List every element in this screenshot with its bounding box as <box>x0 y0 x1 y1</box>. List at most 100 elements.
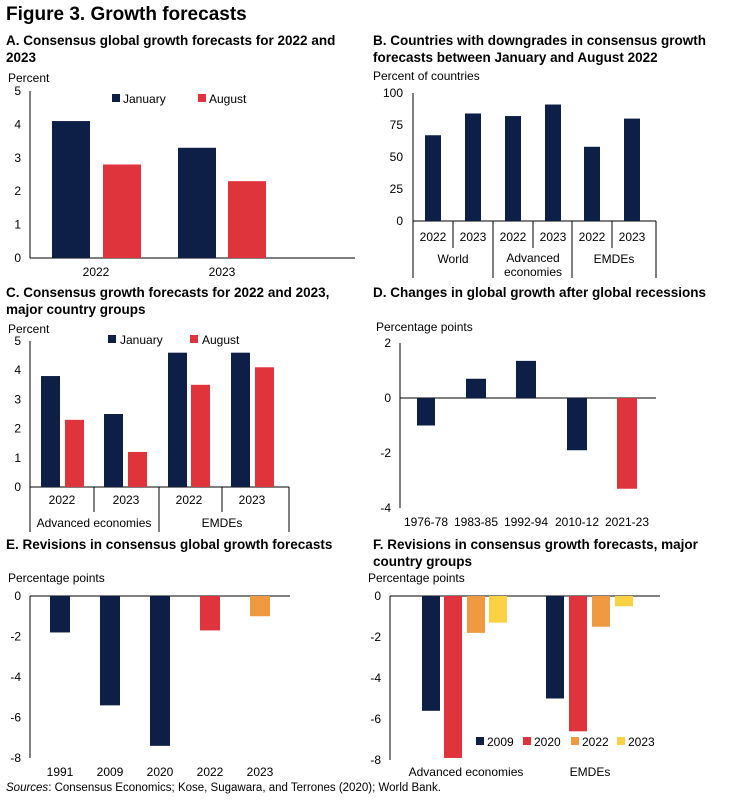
panel-c-bar-january-2 <box>104 414 123 487</box>
panel-c-bar-january-4 <box>231 352 250 487</box>
panel-f-bar-2023-1 <box>489 596 507 623</box>
panel-d-bar-3 <box>516 360 536 398</box>
panel-b-y-tick-label: 0 <box>396 214 403 228</box>
panel-e-bar-5 <box>250 596 270 617</box>
panel-c-y-tick-label: 4 <box>14 363 21 377</box>
panel-a-category-label: 2023 <box>209 265 236 279</box>
panel-e-category-label: 2023 <box>247 765 274 779</box>
panel-a-legend-label-january: January <box>123 92 166 106</box>
panel-c-legend-swatch-august <box>190 335 198 343</box>
panel-a-y-tick-label: 2 <box>14 184 21 198</box>
panel-b-group-label: EMDEs <box>594 252 635 266</box>
panel-a-legend-label-august: August <box>209 92 247 106</box>
panel-b-title: B. Countries with downgrades in consensu… <box>373 33 707 65</box>
panel-a-y-tick-label: 3 <box>14 151 21 165</box>
panel-c-y-tick-label: 1 <box>14 451 21 465</box>
panel-a-y-tick-label: 4 <box>14 117 21 131</box>
panel-a-legend-swatch-january <box>112 94 120 102</box>
panel-c-bar-january-1 <box>41 376 60 487</box>
panel-c-bar-august-3 <box>191 384 210 487</box>
panel-a-bar-august-1 <box>103 164 141 258</box>
panel-b-category-label: 2022 <box>420 230 447 244</box>
panel-e-title: E. Revisions in consensus global growth … <box>6 537 333 552</box>
panel-c-y-label: Percent <box>8 322 50 336</box>
panel-c-category-label: 2023 <box>239 493 266 507</box>
panel-d-category-label: 1992-94 <box>504 515 548 529</box>
panel-f-legend-swatch-2009 <box>476 737 484 745</box>
panel-c-legend-swatch-january <box>108 335 116 343</box>
panel-d-category-label: 2010-12 <box>555 515 599 529</box>
panel-f-legend-swatch-2020 <box>523 737 531 745</box>
panel-d-category-label: 1976-78 <box>404 515 448 529</box>
panel-d-bar-1 <box>417 398 435 426</box>
panel-d-y-tick-label: 0 <box>384 391 391 405</box>
panel-c-y-tick-label: 0 <box>14 480 21 494</box>
panel-b-y-label: Percent of countries <box>373 69 480 83</box>
panel-e-category-label: 2009 <box>97 765 124 779</box>
sources-note: Sources: Consensus Economics; Kose, Suga… <box>6 782 441 794</box>
panel-c-group-label: Advanced economies <box>37 516 152 530</box>
panel-e-y-tick-label: -2 <box>10 630 21 644</box>
panel-c-bar-august-1 <box>65 419 84 487</box>
panel-d-bar-5 <box>617 398 637 489</box>
panel-d-title: D. Changes in global growth after global… <box>373 285 707 300</box>
panel-a-y-label: Percent <box>8 71 50 85</box>
panel-c-bar-august-4 <box>255 367 274 487</box>
panel-f-bar-2022-1 <box>467 596 485 633</box>
panel-c-y-tick-label: 2 <box>14 422 21 436</box>
panel-e-bar-3 <box>150 596 170 746</box>
panel-b-group-label: World <box>437 252 468 266</box>
panel-a-y-tick-label: 1 <box>14 218 21 232</box>
panel-c-title: C. Consensus growth forecasts for 2022 a… <box>6 285 330 317</box>
panel-e-y-label: Percentage points <box>8 571 105 585</box>
panel-f-legend-label-2022: 2022 <box>582 735 609 749</box>
panel-d-bar-2 <box>466 378 486 398</box>
panel-a-category-label: 2022 <box>83 265 110 279</box>
panel-f-y-tick-label: -6 <box>370 712 381 726</box>
panel-e-bar-2 <box>100 596 120 706</box>
panel-e-y-tick-label: -6 <box>10 711 21 725</box>
panel-b-group-label-line1: Advanced <box>506 251 559 265</box>
panel-d-y-label: Percentage points <box>376 320 473 334</box>
panel-d-y-tick-label: -4 <box>380 501 391 515</box>
panel-f-category-label: EMDEs <box>570 765 611 779</box>
panel-f-y-tick-label: -2 <box>370 630 381 644</box>
panel-f-bar-2009-1 <box>422 596 440 711</box>
panel-b-bar-4 <box>545 104 561 221</box>
panel-a-y-tick-label: 5 <box>14 84 21 98</box>
panel-a-bar-january-1 <box>52 121 90 258</box>
panel-a-y-tick-label: 0 <box>14 251 21 265</box>
panel-b-category-label: 2023 <box>619 230 646 244</box>
panel-c-category-label: 2022 <box>49 493 76 507</box>
panel-f-title: F. Revisions in consensus growth forecas… <box>373 537 698 569</box>
panel-f-bar-2009-2 <box>546 596 564 699</box>
panel-a-bar-january-2 <box>178 147 216 258</box>
panel-c-group-label: EMDEs <box>202 516 243 530</box>
panel-b-y-tick-label: 100 <box>383 86 403 100</box>
panel-f-legend-label-2020: 2020 <box>534 735 561 749</box>
panel-f-legend-swatch-2022 <box>571 737 579 745</box>
panel-f-bar-2020-2 <box>569 596 587 732</box>
panel-b-y-tick-label: 25 <box>390 182 404 196</box>
panel-d-y-tick-label: 2 <box>384 336 391 350</box>
panel-b-bar-2 <box>465 113 481 221</box>
panel-b-category-label: 2022 <box>500 230 527 244</box>
panel-f-y-tick-label: -4 <box>370 671 381 685</box>
panel-c-category-label: 2022 <box>176 493 203 507</box>
panel-f-legend-swatch-2023 <box>617 737 625 745</box>
panel-c-y-tick-label: 3 <box>14 392 21 406</box>
panel-e-category-label: 2020 <box>147 765 174 779</box>
panel-e-y-tick-label: -4 <box>10 670 21 684</box>
panel-c-legend-label-january: January <box>120 333 163 347</box>
panel-b-category-label: 2022 <box>579 230 606 244</box>
panel-f-legend-label-2023: 2023 <box>628 735 655 749</box>
panel-c-category-label: 2023 <box>113 493 140 507</box>
panel-b-bar-3 <box>505 116 521 221</box>
panel-b-group-label-line2: economies <box>504 265 562 279</box>
panel-e-bar-1 <box>50 596 70 633</box>
panel-e-category-label: 2022 <box>197 765 224 779</box>
panel-b-y-tick-label: 75 <box>390 118 404 132</box>
panel-f-category-label: Advanced economies <box>409 765 524 779</box>
panel-f-bar-2022-2 <box>592 596 610 627</box>
